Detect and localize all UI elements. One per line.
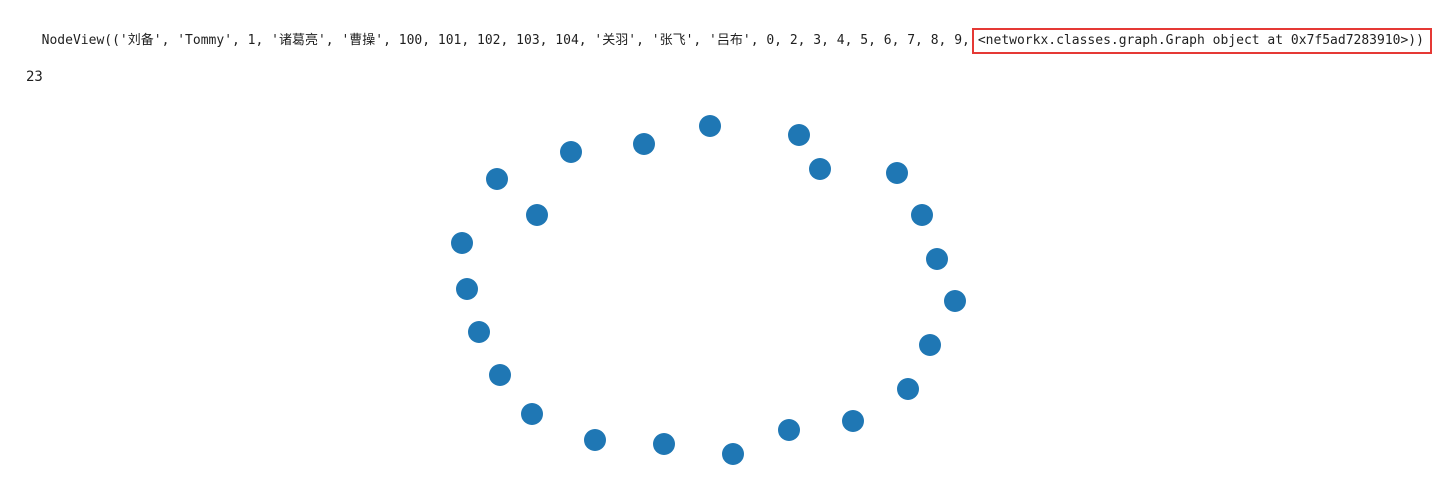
graph-node: [451, 232, 473, 254]
graph-node: [653, 433, 675, 455]
graph-node: [919, 334, 941, 356]
graph-node: [521, 403, 543, 425]
graph-node: [722, 443, 744, 465]
graph-node: [456, 278, 478, 300]
graph-node: [526, 204, 548, 226]
graph-node: [842, 410, 864, 432]
node-count-output: 23: [26, 69, 43, 85]
graph-node: [560, 141, 582, 163]
graph-node: [911, 204, 933, 226]
graph-node: [699, 115, 721, 137]
nodeview-text: NodeView(('刘备', 'Tommy', 1, '诸葛亮', '曹操',…: [41, 33, 970, 48]
graph-node: [897, 378, 919, 400]
graph-node: [886, 162, 908, 184]
graph-object-highlight: <networkx.classes.graph.Graph object at …: [971, 28, 1432, 54]
nodeview-output: NodeView(('刘备', 'Tommy', 1, '诸葛亮', '曹操',…: [26, 10, 1432, 54]
graph-node: [468, 321, 490, 343]
graph-node: [809, 158, 831, 180]
graph-node: [944, 290, 966, 312]
graph-node: [633, 133, 655, 155]
graph-node: [489, 364, 511, 386]
graph-node: [788, 124, 810, 146]
graph-node: [778, 419, 800, 441]
graph-node: [584, 429, 606, 451]
graph-node: [926, 248, 948, 270]
graph-node: [486, 168, 508, 190]
